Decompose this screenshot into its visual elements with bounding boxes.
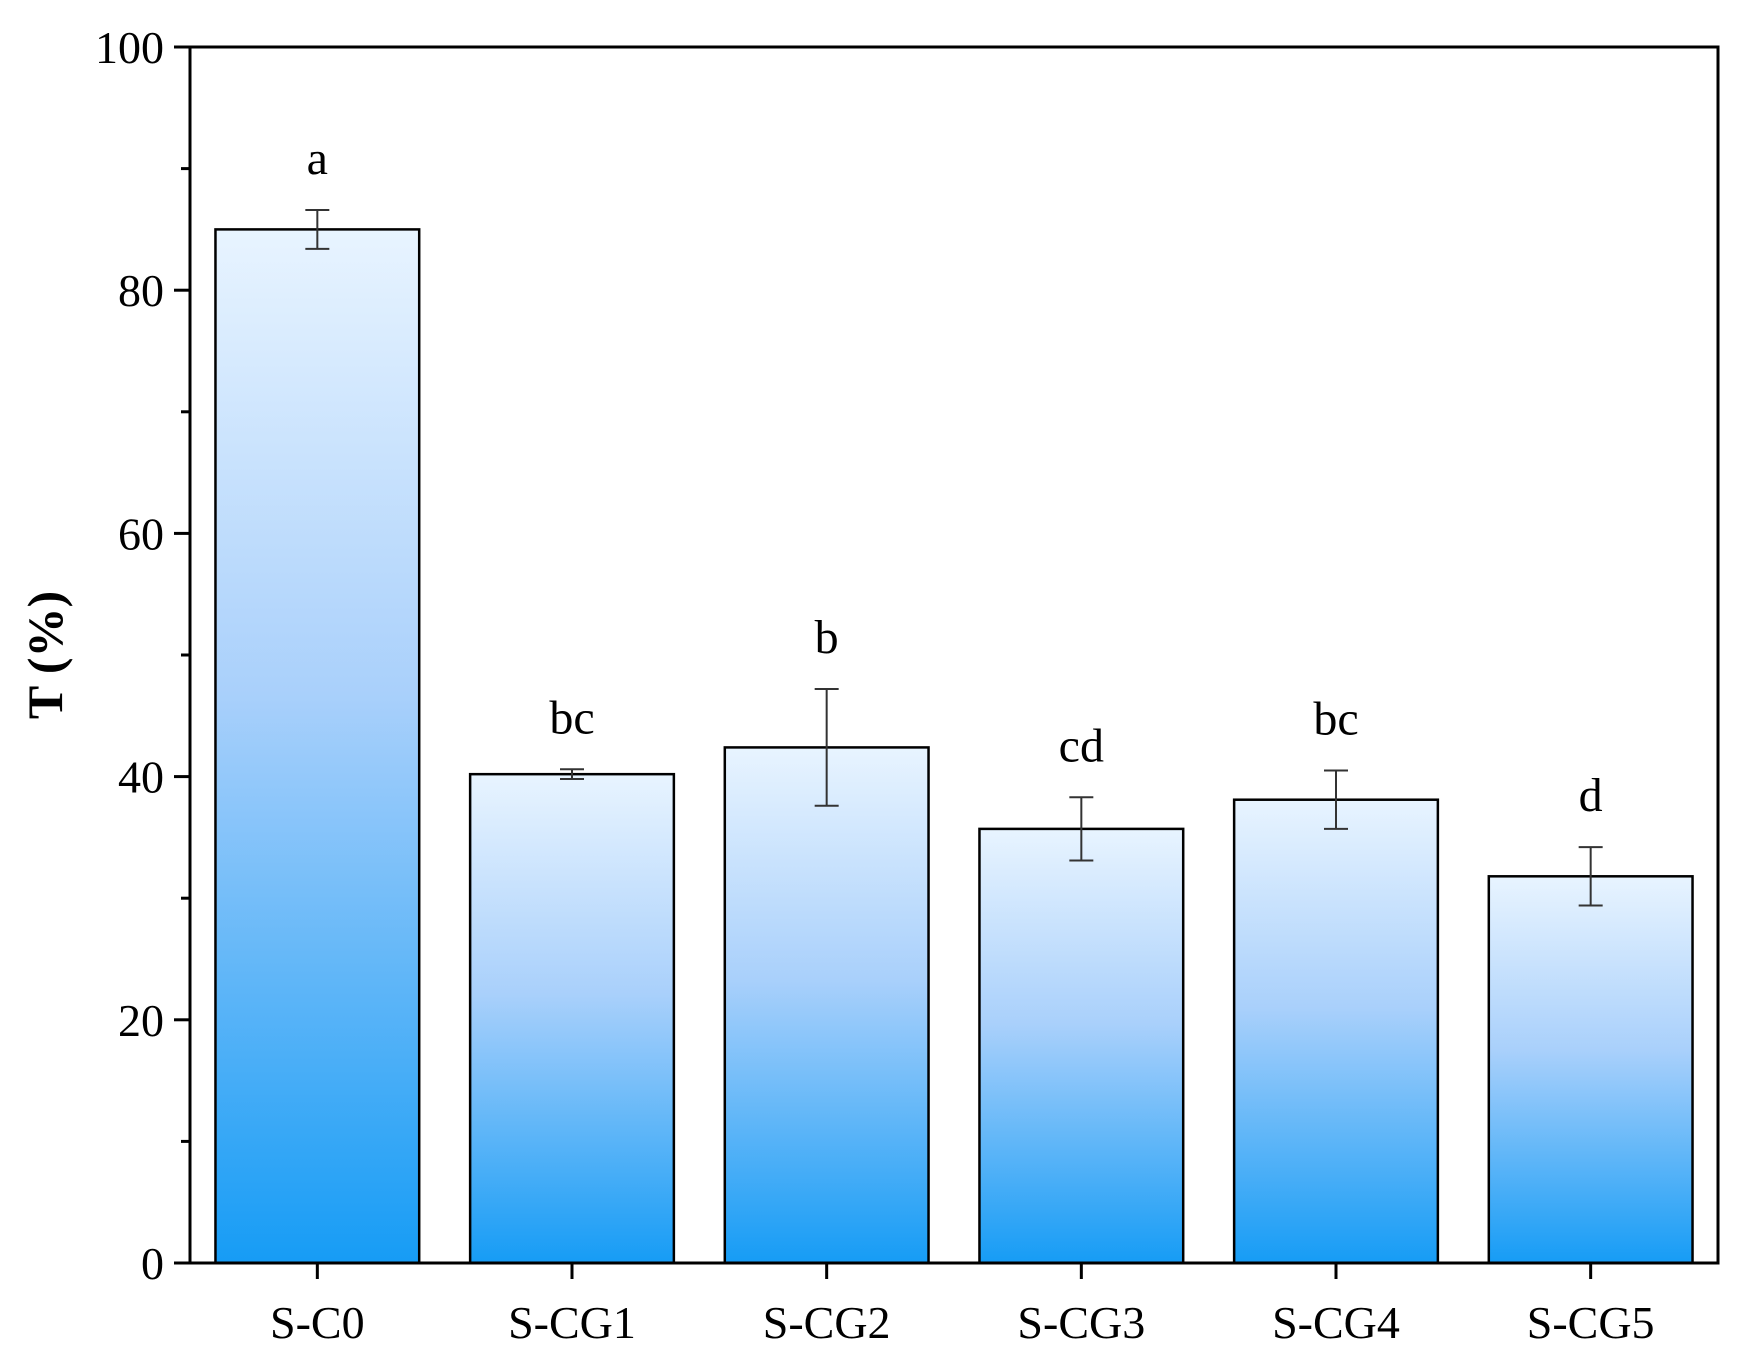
error-bar-s-cg1 [560, 768, 584, 781]
error-bar-s-cg5 [1578, 846, 1603, 907]
y-tick-label-20: 20 [118, 995, 164, 1046]
y-tick-label-80: 80 [118, 265, 164, 316]
significance-letter-s-cg4: bc [1313, 693, 1358, 746]
error-bars-layer [305, 208, 1603, 907]
significance-letter-s-cg1: bc [549, 691, 594, 744]
bar-s-cg5 [1487, 875, 1694, 1265]
y-tick-label-100: 100 [95, 22, 164, 73]
bar-s-cg2 [723, 746, 930, 1265]
y-axis-label: T (%) [17, 591, 73, 719]
error-bar-s-cg3 [1069, 796, 1094, 862]
x-axis-ticks: S-C0 S-CG1 S-CG2 S-CG3 S-CG4 S-CG5 [270, 1263, 1655, 1348]
significance-letter-s-c0: a [307, 132, 328, 185]
x-tick-label-s-cg5: S-CG5 [1527, 1297, 1655, 1348]
y-axis-ticks: 0 20 40 60 80 100 [95, 22, 190, 1289]
significance-letter-s-cg2: b [815, 611, 839, 664]
y-tick-label-40: 40 [118, 752, 164, 803]
bar-s-cg1 [468, 772, 676, 1265]
x-tick-label-s-cg4: S-CG4 [1272, 1297, 1400, 1348]
bar-s-c0 [214, 228, 421, 1265]
significance-letter-s-cg5: d [1579, 769, 1603, 822]
bar-s-cg3 [978, 827, 1185, 1265]
x-tick-label-s-cg1: S-CG1 [508, 1297, 636, 1348]
x-tick-label-s-cg3: S-CG3 [1017, 1297, 1145, 1348]
error-bar-s-cg4 [1324, 769, 1348, 830]
y-tick-label-60: 60 [118, 508, 164, 559]
x-tick-label-s-c0: S-C0 [270, 1297, 365, 1348]
bar-s-cg4 [1232, 798, 1440, 1265]
bars-layer [214, 228, 1694, 1265]
y-tick-label-0: 0 [141, 1238, 164, 1289]
error-bar-s-cg2 [814, 688, 839, 807]
significance-letter-s-cg3: cd [1059, 719, 1104, 772]
x-tick-label-s-cg2: S-CG2 [763, 1297, 891, 1348]
error-bar-s-c0 [305, 208, 330, 250]
